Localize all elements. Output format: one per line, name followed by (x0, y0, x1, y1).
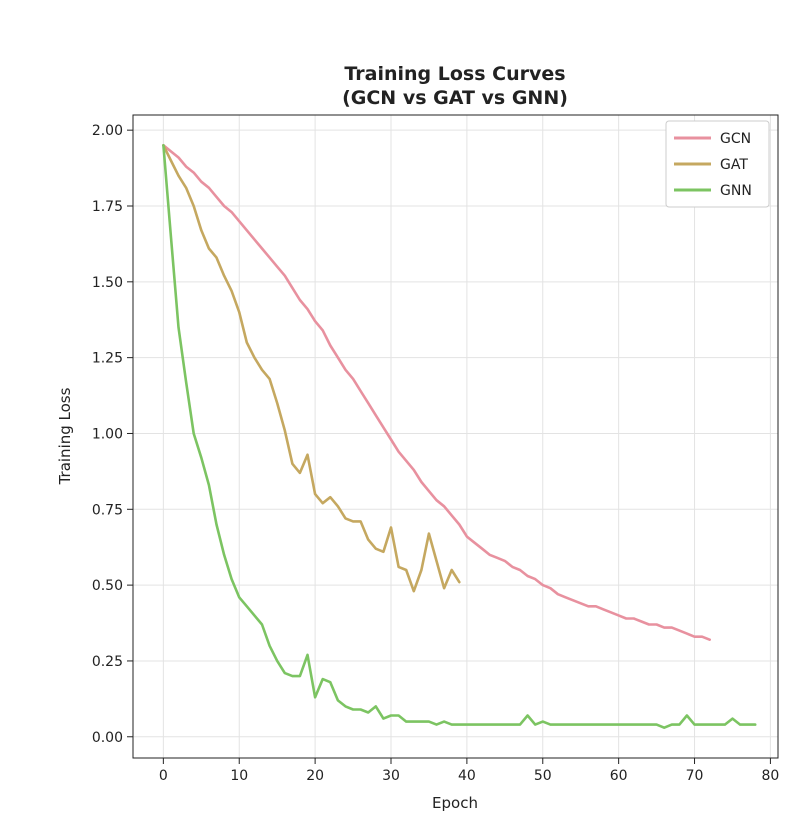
legend: GCN GAT GNN (665, 120, 770, 208)
x-tick-label: 50 (534, 768, 552, 784)
x-tick-label: 10 (230, 768, 248, 784)
y-tick-label: 0.75 (92, 502, 123, 518)
legend-label-gat: GAT (720, 157, 748, 173)
y-tick-label: 1.50 (92, 275, 123, 291)
series-line-gnn (162, 144, 757, 730)
grid-lines (133, 115, 778, 758)
plot-frame (132, 114, 779, 759)
x-axis-ticks: 0 10 20 30 40 50 60 70 80 (159, 758, 779, 784)
legend-label-gnn: GNN (720, 183, 752, 199)
y-axis-ticks: 0.00 0.25 0.50 0.75 1.00 1.25 1.50 1.75 2.00 (92, 123, 133, 746)
y-tick-label: 0.50 (92, 578, 123, 594)
series-line-gat (162, 144, 461, 593)
x-tick-label: 30 (382, 768, 400, 784)
x-tick-label: 70 (686, 768, 704, 784)
x-tick-label: 80 (761, 768, 779, 784)
y-tick-label: 2.00 (92, 123, 123, 139)
y-tick-label: 0.00 (92, 730, 123, 746)
chart-title: Training Loss Curves (344, 63, 565, 85)
legend-label-gcn: GCN (720, 131, 751, 147)
series-layer (162, 144, 757, 730)
y-axis-label: Training Loss (56, 387, 74, 485)
series-line-gcn (162, 144, 712, 642)
y-tick-label: 1.25 (92, 351, 123, 367)
x-tick-label: 0 (159, 768, 168, 784)
x-tick-label: 20 (306, 768, 324, 784)
y-tick-label: 1.75 (92, 199, 123, 215)
y-tick-label: 0.25 (92, 654, 123, 670)
x-axis-label: Epoch (432, 794, 478, 812)
x-tick-label: 60 (610, 768, 628, 784)
chart-subtitle: (GCN vs GAT vs GNN) (342, 87, 568, 109)
x-tick-label: 40 (458, 768, 476, 784)
legend-box (665, 120, 770, 208)
y-tick-label: 1.00 (92, 426, 123, 442)
